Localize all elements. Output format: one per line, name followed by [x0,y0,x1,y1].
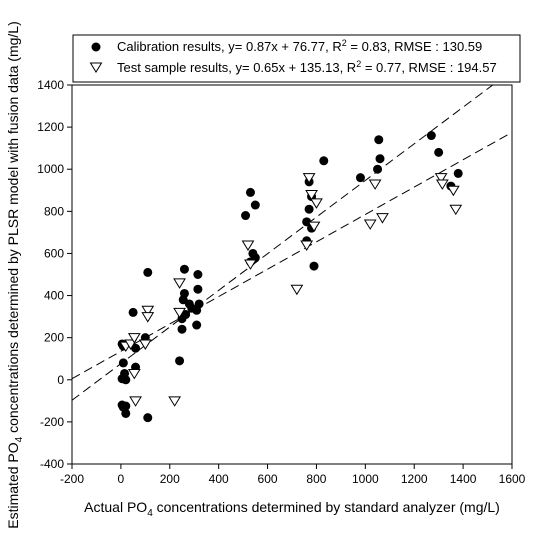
calibration-point [426,131,436,141]
x-tick-label: 0 [118,472,125,486]
calibration-point [179,288,189,298]
y-tick-label: -200 [40,415,64,429]
x-tick-label: 600 [258,472,278,486]
calibration-point [143,413,153,423]
calibration-point [121,401,131,411]
test-point [141,305,155,317]
y-tick-label: 1000 [37,162,64,176]
test-point [305,189,318,201]
test-point [124,339,138,350]
calibration-point [374,135,384,145]
calibration-point [241,211,251,221]
x-tick-label: 800 [306,472,326,486]
calibration-point [177,324,187,334]
calibration-point [192,320,202,330]
calibration-point [250,200,260,210]
points-layer [117,131,463,423]
test-point [129,396,142,407]
test-point [363,219,377,230]
calibration-point [453,168,463,178]
y-tick-label: 1200 [37,120,64,134]
y-axis-title: Estimated PO4 concentrations determined … [5,21,25,528]
calibration-point [181,310,191,320]
test-point [300,240,314,251]
test-point [435,179,449,190]
x-tick-label: 1200 [401,472,428,486]
legend: Calibration results, y= 0.87x + 76.77, R… [72,34,521,83]
calibration-point [194,299,204,309]
test-point [310,198,323,209]
calibration-point [355,173,365,183]
x-tick-label: 1600 [499,472,526,486]
test-point [376,213,389,224]
plot-frame [71,84,513,465]
calibration-point [193,284,203,294]
test-point [127,368,141,380]
x-tick-label: -200 [60,472,84,486]
test-point [368,179,382,190]
calibration-point [434,147,444,157]
calibration-point [373,164,383,174]
test-point [307,221,321,233]
calibration-point [179,264,189,274]
test-point [302,173,316,184]
y-tick-label: 800 [44,204,64,218]
legend-label-test: Test sample results, y= 0.65x + 135.13, … [117,59,497,75]
test-point [127,333,141,344]
legend-marker-test [89,62,103,73]
test-point [241,240,255,251]
y-tick-label: 400 [44,289,64,303]
legend-box [72,34,521,83]
calibration-point [128,307,138,317]
calibration-point [245,187,255,197]
calibration-point [375,154,385,164]
calibration-point [304,204,314,214]
y-axis: -400 -200 0 200 400 600 800 1000 1200 1400 [37,78,72,471]
x-axis: -200 0 200 400 600 800 1000 1200 1400 1600 [60,464,526,486]
legend-label-calibration: Calibration results, y= 0.87x + 76.77, R… [117,38,482,54]
y-tick-label: 0 [57,373,64,387]
test-point [290,284,304,296]
test-point [449,204,463,216]
x-tick-label: 400 [209,472,229,486]
test-point [434,173,448,184]
calibration-point [302,217,312,227]
calibration-point [319,156,329,166]
legend-marker-calibration [91,42,101,52]
calibration-point [121,375,131,385]
x-tick-label: 1000 [352,472,379,486]
test-point [446,185,460,197]
calibration-point [121,408,131,418]
fit-line-test [72,131,512,380]
x-axis-title: Actual PO4 concentrations determined by … [84,499,500,519]
x-tick-label: 200 [160,472,180,486]
test-point [173,278,186,289]
calibration-point [131,343,141,353]
test-point [168,396,182,407]
x-tick-label: 1400 [450,472,477,486]
test-point [244,259,257,270]
test-point [173,307,186,319]
calibration-point [143,267,153,277]
y-tick-label: 1400 [37,78,64,92]
y-tick-label: -400 [40,457,64,471]
test-point [141,312,155,323]
calibration-point [309,261,319,271]
y-tick-label: 600 [44,246,64,260]
calibration-point [175,356,185,366]
test-point [138,339,152,350]
calibration-point [193,270,203,279]
calibration-point [118,358,128,368]
y-tick-label: 200 [44,331,64,345]
